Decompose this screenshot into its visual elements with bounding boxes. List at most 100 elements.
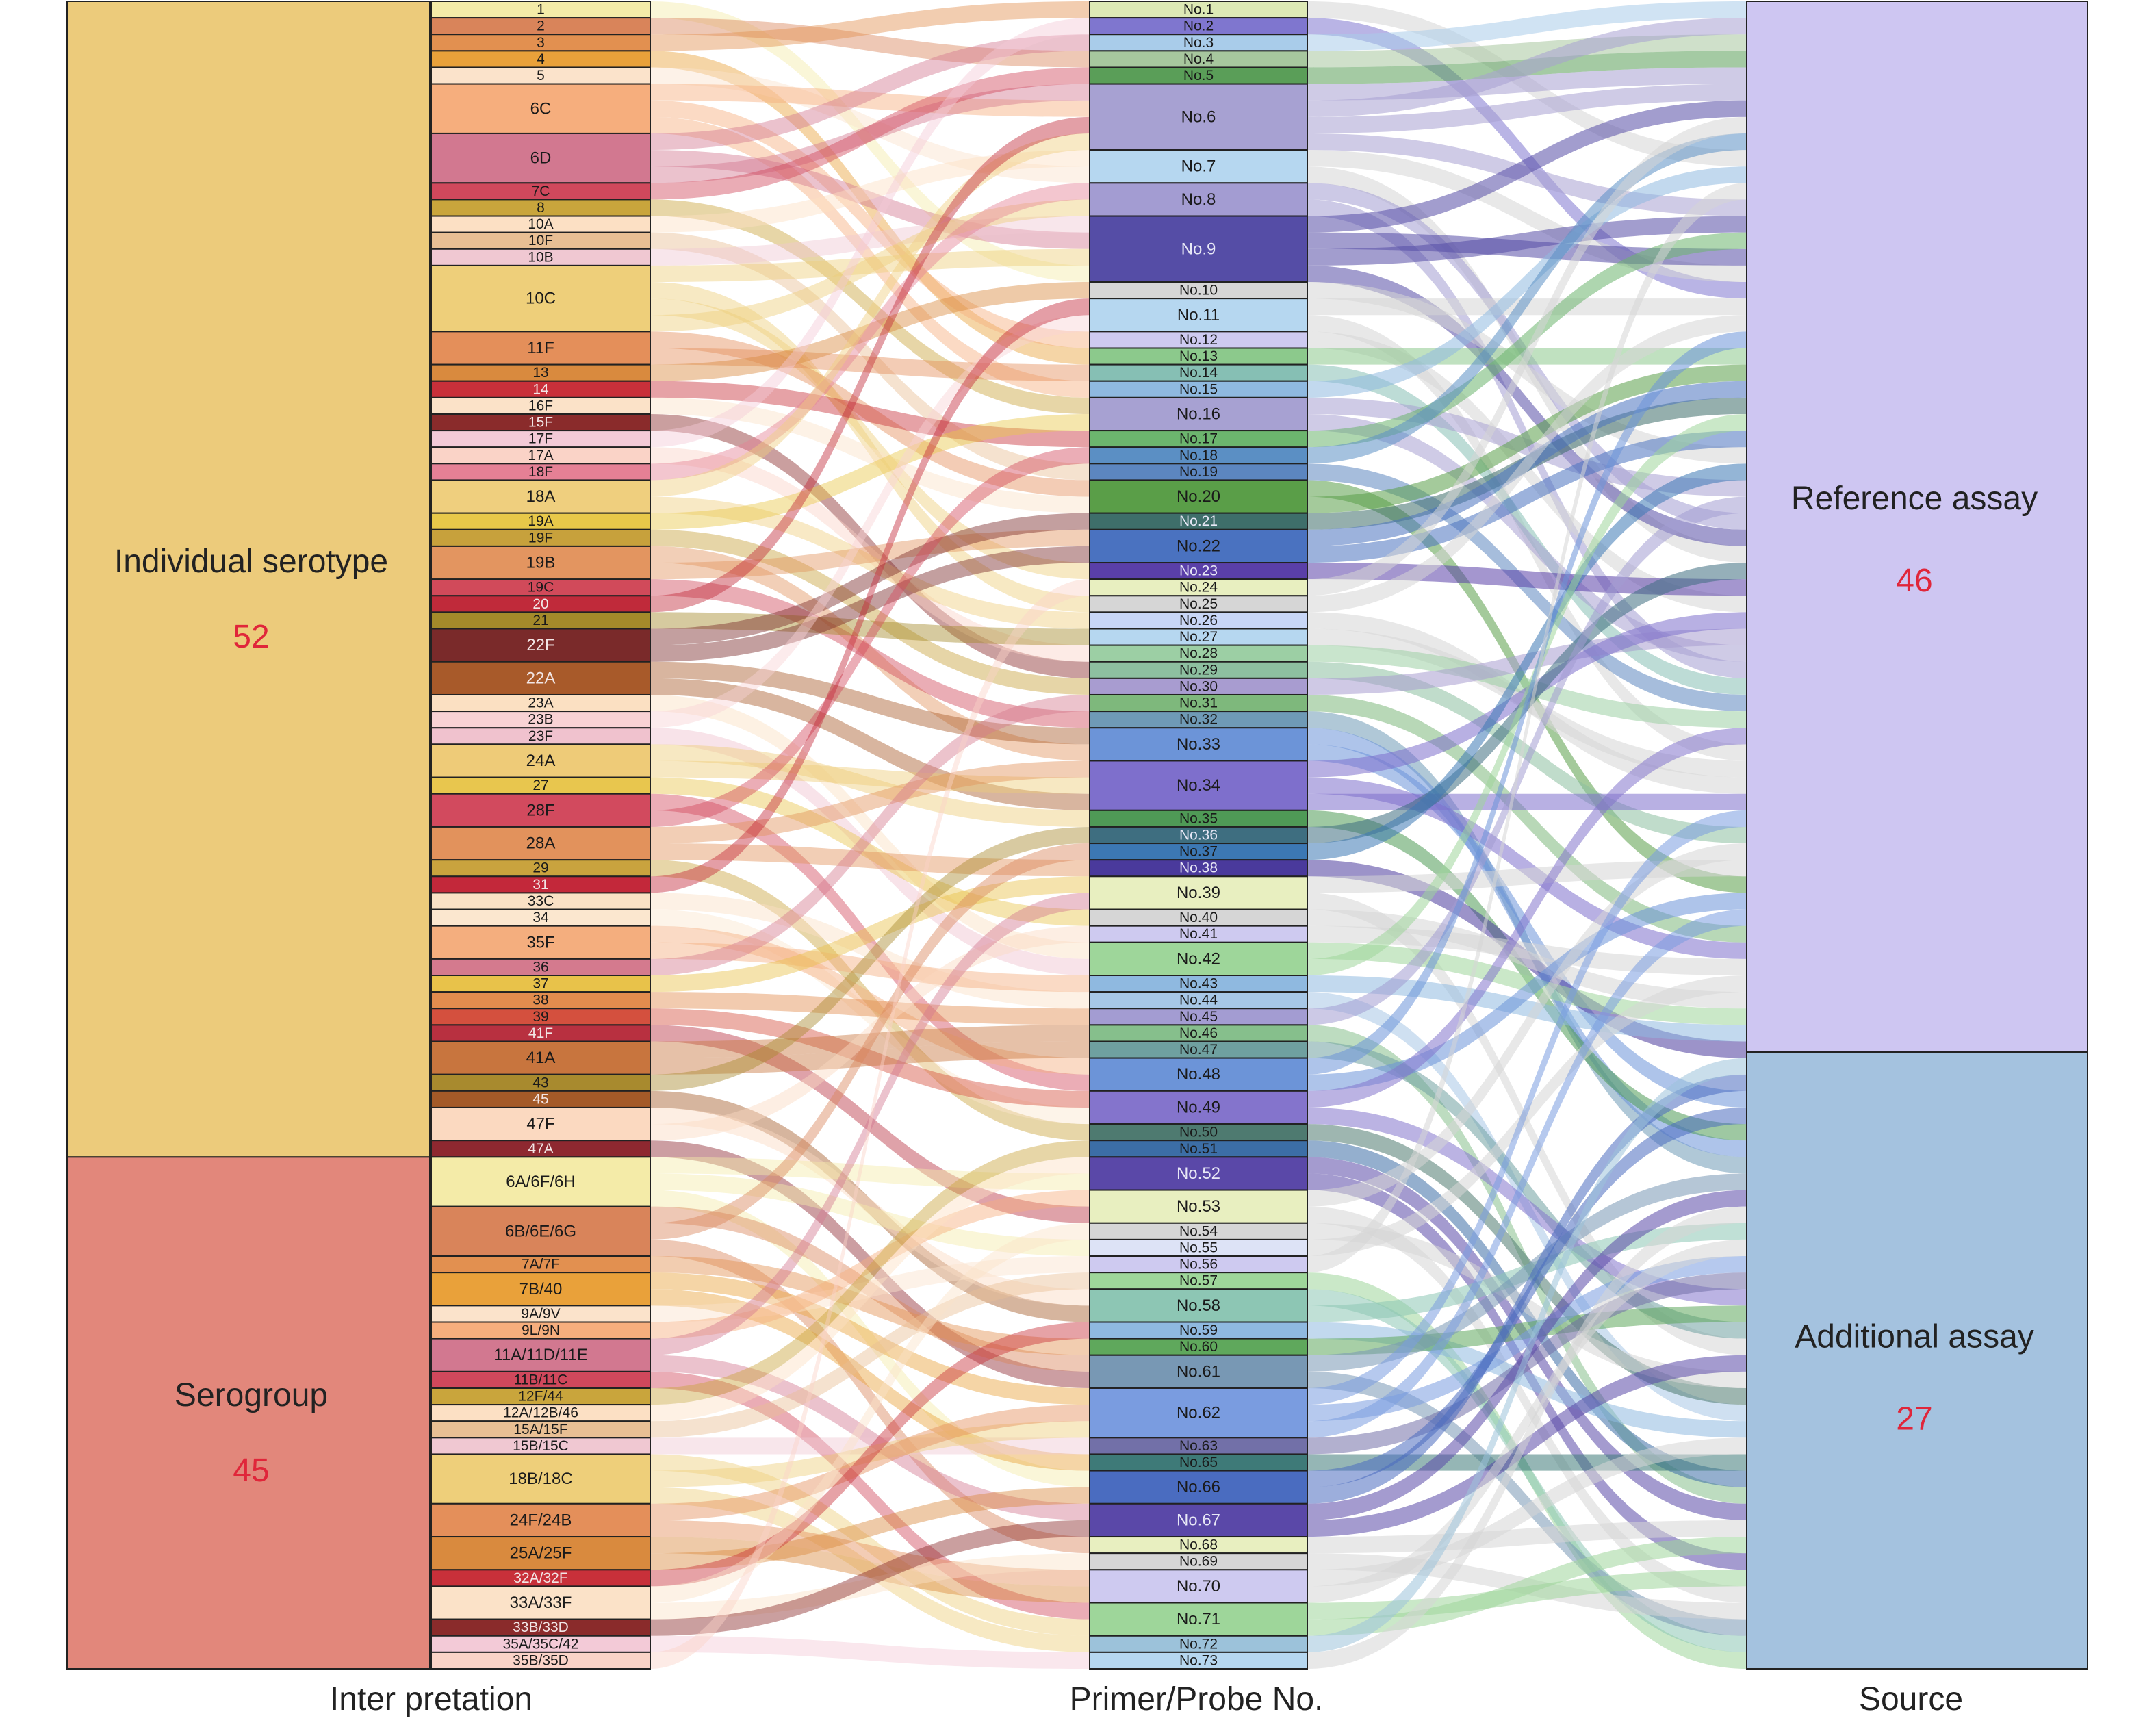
ribbon-right [1307,216,1747,266]
primer-node [1089,595,1308,613]
primer-label: No.4 [1183,51,1214,67]
interpretation-node [431,1073,651,1092]
ribbon-left [650,331,1090,497]
ribbon-right [1307,744,1747,1108]
interpretation-label: 11A/11D/11E [493,1346,587,1364]
ribbon-right [1307,1173,1747,1372]
primer-node [1089,1651,1308,1670]
primer-node [1089,215,1308,283]
primer-label: No.42 [1177,949,1220,968]
primer-label: No.11 [1177,306,1220,324]
primer-label: No.13 [1179,348,1218,364]
interpretation-label: 7B/40 [519,1280,563,1299]
interpretation-node [431,528,651,547]
ribbon-right [1307,1041,1747,1339]
interpretation-node [431,1338,651,1372]
interpretation-label: 10C [526,290,556,308]
ribbon-right [1307,909,1747,1438]
ribbon-left [650,579,1090,1669]
interpretation-node [431,1140,651,1158]
ribbon-left [650,1239,1090,1554]
interpretation-label: 38 [532,993,548,1008]
ribbon-right [1307,265,1747,546]
primer-label: No.70 [1177,1577,1220,1596]
ribbon-left [650,1635,1090,1669]
ribbon-right [1307,694,1747,943]
interpretation-label: 27 [532,778,548,793]
primer-label: No.24 [1179,580,1218,596]
ribbon-right [1307,1206,1747,1603]
interpretation-node [431,1370,651,1389]
ribbon-right [1307,100,1747,233]
primer-label: No.12 [1179,332,1218,348]
interpretation-label: 36 [532,959,548,975]
primer-node [1089,528,1308,564]
primer-node [1089,1536,1308,1555]
primer-label: No.53 [1177,1197,1220,1216]
interpretation-node [431,1453,651,1505]
ribbon-left [650,381,1090,448]
interpretation-label: 8 [537,200,545,216]
interpretation-group-node [66,1,431,1158]
interpretation-node [431,1635,651,1653]
primer-node [1089,843,1308,861]
ribbon-left [650,1355,1090,1520]
primer-label: No.66 [1177,1478,1220,1496]
ribbon-left [650,925,1090,1141]
ribbon-right [1307,1272,1747,1455]
interpretation-label: 1 [537,2,545,18]
ribbon-right [1307,1074,1747,1504]
interpretation-node [431,463,651,481]
ribbon-right [1307,1256,1747,1422]
ribbon-right [1307,777,1747,959]
primer-label: No.19 [1179,464,1218,480]
primer-label: No.65 [1179,1455,1218,1470]
primer-node [1089,363,1308,382]
primer-label: No.22 [1177,537,1220,555]
primer-label: No.10 [1179,283,1218,298]
ribbon-left [650,216,1090,266]
interpretation-group-label: Serogroup [175,1377,328,1413]
ribbon-left [650,546,1090,761]
interpretation-label: 23B [528,712,553,728]
ribbon-left [650,1140,1090,1405]
interpretation-label: 14 [532,381,549,397]
interpretation-node [431,611,651,630]
ribbon-right [1307,133,1747,464]
ribbon-left [650,793,1090,1091]
ribbon-right [1307,183,1747,1273]
ribbon-left [650,1090,1090,1322]
interpretation-node [431,826,651,861]
primer-label: No.68 [1179,1537,1218,1553]
ribbon-left [650,183,1090,481]
interpretation-node [431,512,651,530]
interpretation-node [431,1305,651,1323]
ribbon-right [1307,1520,1747,1554]
interpretation-label: 15A/15F [513,1422,567,1437]
ribbon-left [650,298,1090,893]
primer-node [1089,1437,1308,1455]
ribbon-left [650,1173,1090,1257]
ribbon-left [650,1437,1090,1455]
interpretation-node [431,958,651,977]
ribbon-right [1307,893,1747,1091]
interpretation-label: 35F [526,933,554,951]
ribbon-left [650,1223,1090,1603]
ribbon-right [1307,1437,1747,1587]
interpretation-label: 18F [528,464,553,480]
interpretation-label: 29 [532,860,548,876]
primer-label: No.73 [1179,1652,1218,1668]
interpretation-node [431,578,651,597]
primer-label: No.5 [1183,68,1214,84]
ribbon-left [650,1,1090,51]
ribbon-left [650,1454,1090,1636]
primer-label: No.15 [1179,381,1218,397]
primer-node [1089,941,1308,977]
interpretation-label: 19B [526,554,556,572]
ribbons-interpretation-to-primer [650,1,1090,1669]
ribbon-right [1307,232,1747,448]
ribbon-left [650,1487,1090,1652]
interpretation-label: 19A [528,513,553,529]
primer-label: No.36 [1179,828,1218,843]
ribbon-left [650,1537,1090,1603]
